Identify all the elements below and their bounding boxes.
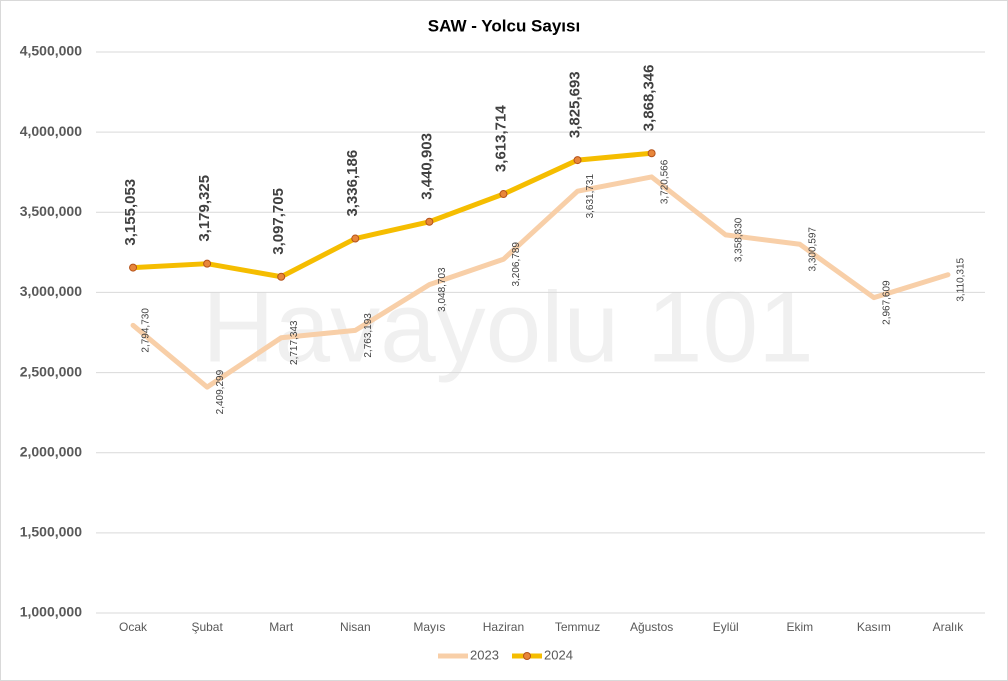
data-label: 3,206,789 bbox=[511, 242, 522, 287]
x-tick-label: Şubat bbox=[191, 620, 223, 634]
x-tick-label: Haziran bbox=[483, 620, 524, 634]
x-tick-label: Aralık bbox=[933, 620, 965, 634]
series-line bbox=[130, 150, 655, 280]
data-label: 2,717,343 bbox=[289, 320, 300, 365]
y-tick-label: 1,000,000 bbox=[20, 604, 82, 620]
data-label: 3,825,693 bbox=[567, 71, 584, 138]
y-tick-label: 3,500,000 bbox=[20, 203, 82, 219]
point-marker bbox=[203, 259, 212, 268]
x-tick-label: Kasım bbox=[857, 620, 891, 634]
data-label: 2,763,193 bbox=[363, 313, 374, 358]
point-marker bbox=[647, 149, 656, 158]
x-tick-label: Mart bbox=[269, 620, 294, 634]
y-tick-label: 2,000,000 bbox=[20, 443, 82, 459]
data-label: 3,440,903 bbox=[418, 133, 435, 200]
x-tick-label: Nisan bbox=[340, 620, 371, 634]
legend-label: 2023 bbox=[470, 647, 499, 662]
point-marker bbox=[573, 156, 582, 165]
y-tick-label: 1,500,000 bbox=[20, 524, 82, 540]
watermark: Havayolu 101 bbox=[202, 271, 814, 383]
data-label: 3,097,705 bbox=[270, 188, 287, 255]
data-label: 3,155,053 bbox=[122, 179, 139, 246]
point-marker bbox=[277, 272, 286, 281]
x-tick-label: Ekim bbox=[786, 620, 813, 634]
point-marker bbox=[129, 263, 138, 272]
legend-label: 2024 bbox=[544, 647, 573, 662]
x-tick-label: Eylül bbox=[713, 620, 739, 634]
y-tick-label: 2,500,000 bbox=[20, 363, 82, 379]
data-label: 2,967,609 bbox=[882, 280, 893, 325]
data-label: 3,300,597 bbox=[807, 227, 818, 272]
point-marker bbox=[351, 234, 360, 243]
series-line bbox=[130, 174, 951, 390]
data-label: 3,358,830 bbox=[733, 217, 744, 262]
data-label: 3,868,346 bbox=[641, 65, 658, 132]
data-label: 3,110,315 bbox=[956, 257, 967, 301]
x-tick-label: Mayıs bbox=[413, 620, 445, 634]
data-label: 2,794,730 bbox=[141, 308, 152, 353]
data-label: 2,409,299 bbox=[215, 369, 226, 414]
data-label: 3,720,566 bbox=[659, 159, 670, 204]
x-tick-label: Temmuz bbox=[555, 620, 600, 634]
point-marker bbox=[425, 217, 434, 226]
y-tick-label: 3,000,000 bbox=[20, 283, 82, 299]
chart-title: SAW - Yolcu Sayısı bbox=[428, 16, 580, 35]
legend-marker bbox=[523, 652, 531, 660]
data-label: 3,048,703 bbox=[437, 267, 448, 312]
data-label: 3,179,325 bbox=[196, 175, 213, 242]
y-tick-label: 4,500,000 bbox=[20, 43, 82, 59]
x-tick-label: Ocak bbox=[119, 620, 148, 634]
data-label: 3,336,186 bbox=[344, 150, 361, 217]
data-label: 3,613,714 bbox=[492, 105, 509, 172]
y-tick-label: 4,000,000 bbox=[20, 123, 82, 139]
x-tick-label: Ağustos bbox=[630, 620, 673, 634]
point-marker bbox=[499, 190, 508, 199]
data-label: 3,631,731 bbox=[585, 173, 596, 218]
